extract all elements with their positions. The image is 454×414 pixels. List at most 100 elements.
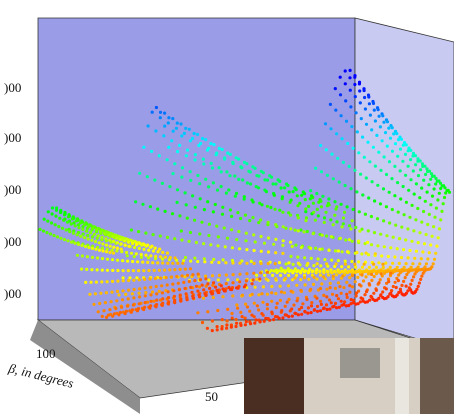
surface-point (274, 182, 277, 185)
surface-point (252, 278, 255, 281)
surface-point (358, 89, 361, 92)
surface-point (149, 254, 152, 257)
surface-point (287, 315, 290, 318)
surface-point (296, 204, 299, 207)
surface-point (86, 234, 89, 237)
surface-point (406, 227, 409, 230)
surface-point (237, 158, 240, 161)
surface-point (353, 76, 356, 79)
surface-point (257, 293, 260, 296)
surface-point (176, 201, 179, 204)
surface-point (171, 262, 174, 265)
surface-point (295, 284, 298, 287)
surface-point (180, 176, 183, 179)
surface-point (341, 250, 344, 253)
surface-point (166, 158, 169, 161)
surface-point (57, 225, 60, 228)
surface-point (376, 217, 379, 220)
surface-point (99, 292, 102, 295)
surface-point (214, 286, 217, 289)
surface-point (250, 198, 253, 201)
surface-point (178, 144, 181, 147)
surface-point (117, 293, 120, 296)
surface-point (309, 288, 312, 291)
surface-point (260, 250, 263, 253)
surface-point (270, 176, 273, 179)
surface-point (112, 252, 115, 255)
surface-point (330, 271, 333, 274)
surface-point (84, 281, 87, 284)
surface-point (210, 162, 213, 165)
surface-point (346, 142, 349, 145)
surface-point (76, 233, 79, 236)
surface-point (392, 236, 395, 239)
surface-point (161, 251, 164, 254)
surface-point (379, 202, 382, 205)
surface-point (274, 262, 277, 265)
surface-point (208, 223, 211, 226)
surface-point (112, 246, 115, 249)
surface-point (216, 189, 219, 192)
surface-point (133, 288, 136, 291)
surface-point (328, 249, 331, 252)
surface-point (161, 182, 164, 185)
surface-point (235, 303, 238, 306)
surface-point (389, 272, 392, 275)
surface-point (112, 240, 115, 243)
surface-point (154, 129, 157, 132)
surface-point (234, 195, 237, 198)
surface-point (389, 137, 392, 140)
surface-point (345, 281, 348, 284)
surface-point (230, 326, 233, 329)
surface-point (195, 285, 198, 288)
surface-point (429, 243, 432, 246)
surface-point (344, 260, 347, 263)
surface-point (141, 203, 144, 206)
surface-point (423, 242, 426, 245)
surface-point (345, 293, 348, 296)
surface-point (221, 148, 224, 151)
surface-point (350, 125, 353, 128)
surface-point (381, 290, 384, 293)
surface-point (235, 318, 238, 321)
surface-point (404, 276, 407, 279)
surface-point (334, 249, 337, 252)
surface-point (116, 247, 119, 250)
surface-point (319, 144, 322, 147)
surface-point (244, 303, 247, 306)
surface-point (49, 232, 52, 235)
surface-point (201, 284, 204, 287)
surface-point (144, 254, 147, 257)
surface-point (407, 256, 410, 259)
surface-point (405, 262, 408, 265)
surface-point (387, 255, 390, 258)
surface-point (386, 295, 389, 298)
surface-point (243, 285, 246, 288)
surface-point (208, 287, 211, 290)
surface-point (179, 268, 182, 271)
surface-point (313, 308, 316, 311)
surface-point (47, 210, 50, 213)
surface-point (131, 242, 134, 245)
surface-point (106, 269, 109, 272)
surface-point (434, 182, 437, 185)
surface-point (321, 234, 324, 237)
surface-point (333, 200, 336, 203)
surface-point (83, 223, 86, 226)
surface-point (448, 191, 451, 194)
y-tick-label: )00 (4, 80, 21, 95)
surface-point (357, 260, 360, 263)
surface-point (263, 178, 266, 181)
surface-point (116, 280, 119, 283)
surface-point (173, 268, 176, 271)
device (340, 348, 380, 378)
surface-point (203, 292, 206, 295)
surface-point (137, 230, 140, 233)
y-tick-label: )00 (4, 234, 21, 249)
surface-point (395, 132, 398, 135)
surface-point (375, 289, 378, 292)
surface-point (355, 111, 358, 114)
surface-point (280, 270, 283, 273)
surface-point (235, 286, 238, 289)
surface-point (261, 301, 264, 304)
